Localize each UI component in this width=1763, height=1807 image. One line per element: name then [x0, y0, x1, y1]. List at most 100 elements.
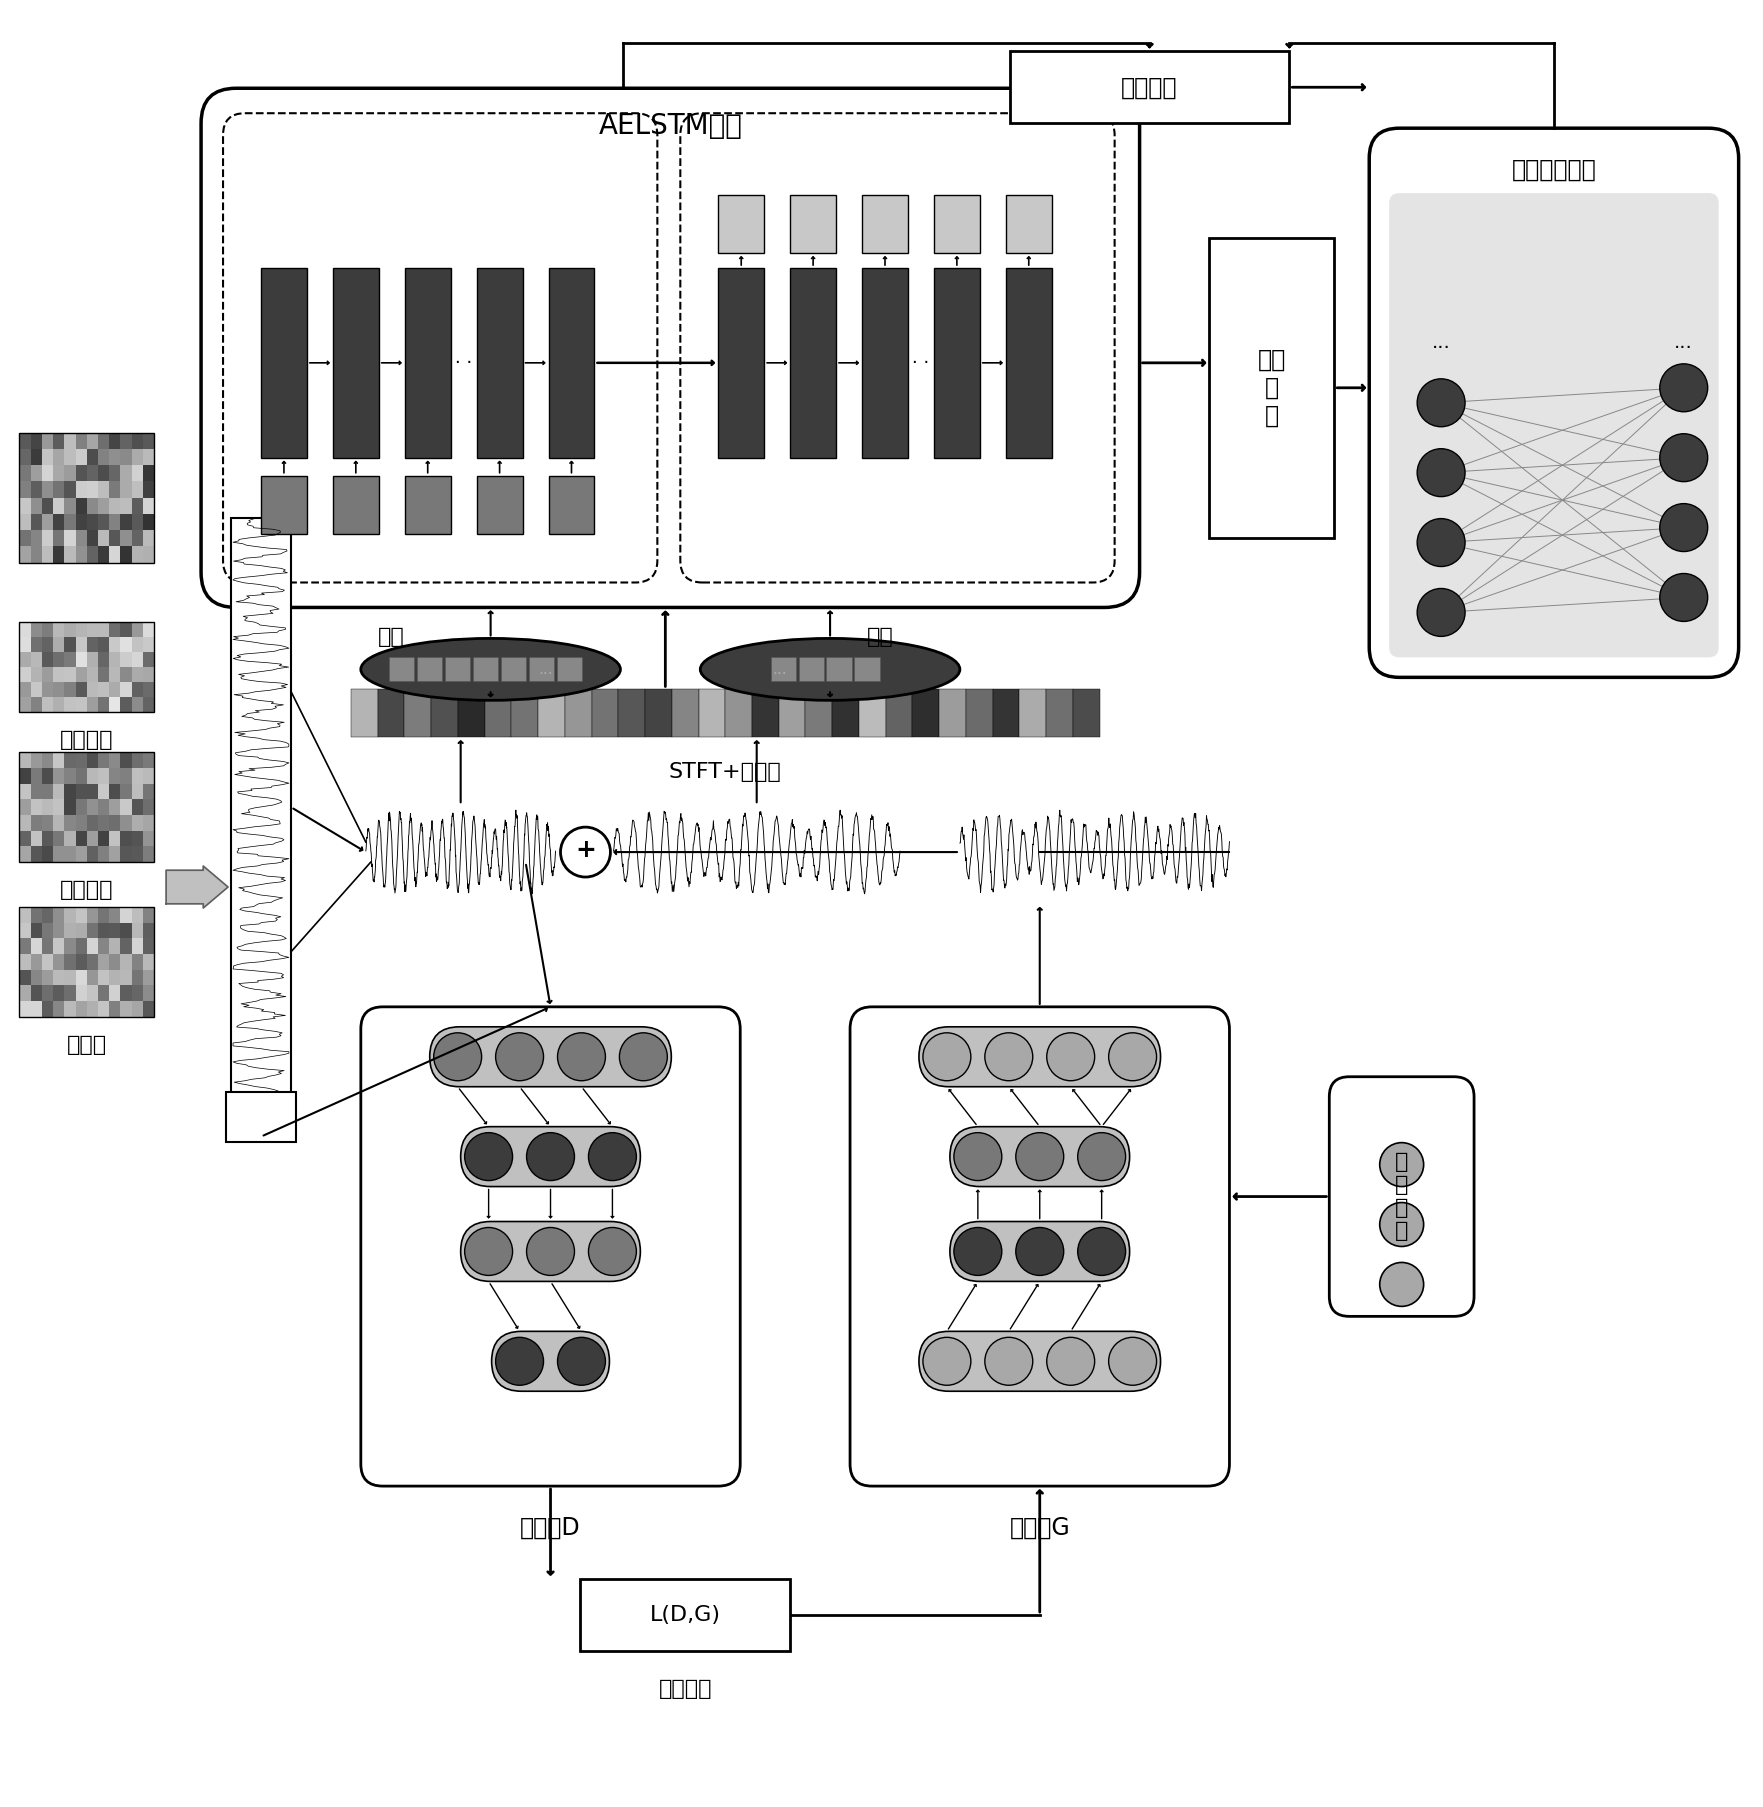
- FancyBboxPatch shape: [143, 954, 153, 970]
- Circle shape: [954, 1227, 1001, 1276]
- FancyBboxPatch shape: [120, 638, 132, 652]
- Circle shape: [924, 1034, 971, 1081]
- Circle shape: [1417, 448, 1465, 497]
- FancyBboxPatch shape: [231, 517, 291, 1097]
- FancyBboxPatch shape: [201, 89, 1139, 607]
- FancyBboxPatch shape: [120, 529, 132, 546]
- FancyBboxPatch shape: [120, 815, 132, 831]
- FancyBboxPatch shape: [1389, 193, 1719, 658]
- FancyBboxPatch shape: [53, 529, 63, 546]
- Circle shape: [1015, 1133, 1063, 1180]
- Circle shape: [1077, 1227, 1125, 1276]
- Circle shape: [465, 1227, 513, 1276]
- FancyBboxPatch shape: [377, 688, 404, 737]
- FancyBboxPatch shape: [109, 799, 120, 815]
- FancyBboxPatch shape: [109, 432, 120, 448]
- FancyBboxPatch shape: [42, 923, 53, 938]
- FancyBboxPatch shape: [333, 475, 379, 533]
- FancyBboxPatch shape: [86, 799, 99, 815]
- FancyBboxPatch shape: [86, 938, 99, 954]
- FancyBboxPatch shape: [827, 658, 852, 681]
- FancyBboxPatch shape: [19, 667, 30, 683]
- FancyBboxPatch shape: [42, 497, 53, 513]
- FancyBboxPatch shape: [42, 1001, 53, 1017]
- FancyBboxPatch shape: [53, 799, 63, 815]
- FancyBboxPatch shape: [63, 985, 76, 1001]
- FancyBboxPatch shape: [19, 497, 30, 513]
- FancyBboxPatch shape: [86, 815, 99, 831]
- FancyBboxPatch shape: [53, 752, 63, 768]
- FancyBboxPatch shape: [76, 529, 86, 546]
- FancyBboxPatch shape: [109, 622, 120, 638]
- FancyBboxPatch shape: [132, 464, 143, 481]
- Text: 随
机
变
量: 随 机 变 量: [1395, 1151, 1409, 1241]
- FancyBboxPatch shape: [19, 799, 30, 815]
- FancyBboxPatch shape: [86, 923, 99, 938]
- FancyBboxPatch shape: [76, 907, 86, 923]
- FancyBboxPatch shape: [30, 513, 42, 529]
- FancyBboxPatch shape: [63, 799, 76, 815]
- FancyBboxPatch shape: [86, 698, 99, 712]
- FancyBboxPatch shape: [143, 698, 153, 712]
- FancyBboxPatch shape: [950, 1126, 1130, 1187]
- FancyBboxPatch shape: [30, 752, 42, 768]
- FancyBboxPatch shape: [86, 768, 99, 784]
- FancyBboxPatch shape: [30, 784, 42, 799]
- FancyBboxPatch shape: [790, 195, 836, 253]
- FancyBboxPatch shape: [42, 954, 53, 970]
- FancyBboxPatch shape: [120, 784, 132, 799]
- FancyBboxPatch shape: [99, 768, 109, 784]
- Ellipse shape: [700, 638, 959, 701]
- FancyBboxPatch shape: [76, 799, 86, 815]
- FancyBboxPatch shape: [109, 985, 120, 1001]
- FancyBboxPatch shape: [143, 622, 153, 638]
- FancyBboxPatch shape: [855, 658, 880, 681]
- FancyBboxPatch shape: [806, 688, 832, 737]
- FancyBboxPatch shape: [42, 698, 53, 712]
- FancyBboxPatch shape: [19, 529, 30, 546]
- FancyBboxPatch shape: [19, 970, 30, 985]
- FancyBboxPatch shape: [1007, 267, 1053, 457]
- FancyBboxPatch shape: [109, 846, 120, 862]
- FancyBboxPatch shape: [19, 464, 30, 481]
- FancyBboxPatch shape: [120, 752, 132, 768]
- Circle shape: [1417, 589, 1465, 636]
- Circle shape: [1659, 504, 1708, 551]
- FancyBboxPatch shape: [333, 267, 379, 457]
- FancyBboxPatch shape: [132, 448, 143, 464]
- FancyBboxPatch shape: [19, 752, 30, 768]
- FancyBboxPatch shape: [63, 481, 76, 497]
- FancyBboxPatch shape: [76, 432, 86, 448]
- FancyBboxPatch shape: [30, 652, 42, 667]
- FancyBboxPatch shape: [86, 683, 99, 698]
- FancyBboxPatch shape: [109, 831, 120, 846]
- FancyBboxPatch shape: [42, 831, 53, 846]
- FancyBboxPatch shape: [132, 1001, 143, 1017]
- FancyBboxPatch shape: [19, 985, 30, 1001]
- FancyBboxPatch shape: [30, 799, 42, 815]
- FancyBboxPatch shape: [19, 846, 30, 862]
- FancyBboxPatch shape: [592, 688, 619, 737]
- Circle shape: [1380, 1142, 1425, 1187]
- FancyBboxPatch shape: [19, 546, 30, 562]
- Text: L(D,G): L(D,G): [651, 1605, 721, 1624]
- FancyBboxPatch shape: [76, 464, 86, 481]
- FancyBboxPatch shape: [86, 907, 99, 923]
- Circle shape: [1417, 519, 1465, 567]
- Text: 训练好的网络: 训练好的网络: [1511, 159, 1596, 183]
- FancyBboxPatch shape: [120, 464, 132, 481]
- FancyBboxPatch shape: [19, 784, 30, 799]
- Circle shape: [1659, 573, 1708, 622]
- FancyBboxPatch shape: [53, 954, 63, 970]
- FancyBboxPatch shape: [99, 481, 109, 497]
- FancyBboxPatch shape: [143, 683, 153, 698]
- Circle shape: [527, 1133, 575, 1180]
- FancyBboxPatch shape: [63, 638, 76, 652]
- FancyBboxPatch shape: [53, 815, 63, 831]
- FancyBboxPatch shape: [725, 688, 753, 737]
- FancyBboxPatch shape: [76, 784, 86, 799]
- FancyBboxPatch shape: [42, 846, 53, 862]
- Circle shape: [924, 1337, 971, 1386]
- FancyBboxPatch shape: [120, 448, 132, 464]
- FancyBboxPatch shape: [42, 938, 53, 954]
